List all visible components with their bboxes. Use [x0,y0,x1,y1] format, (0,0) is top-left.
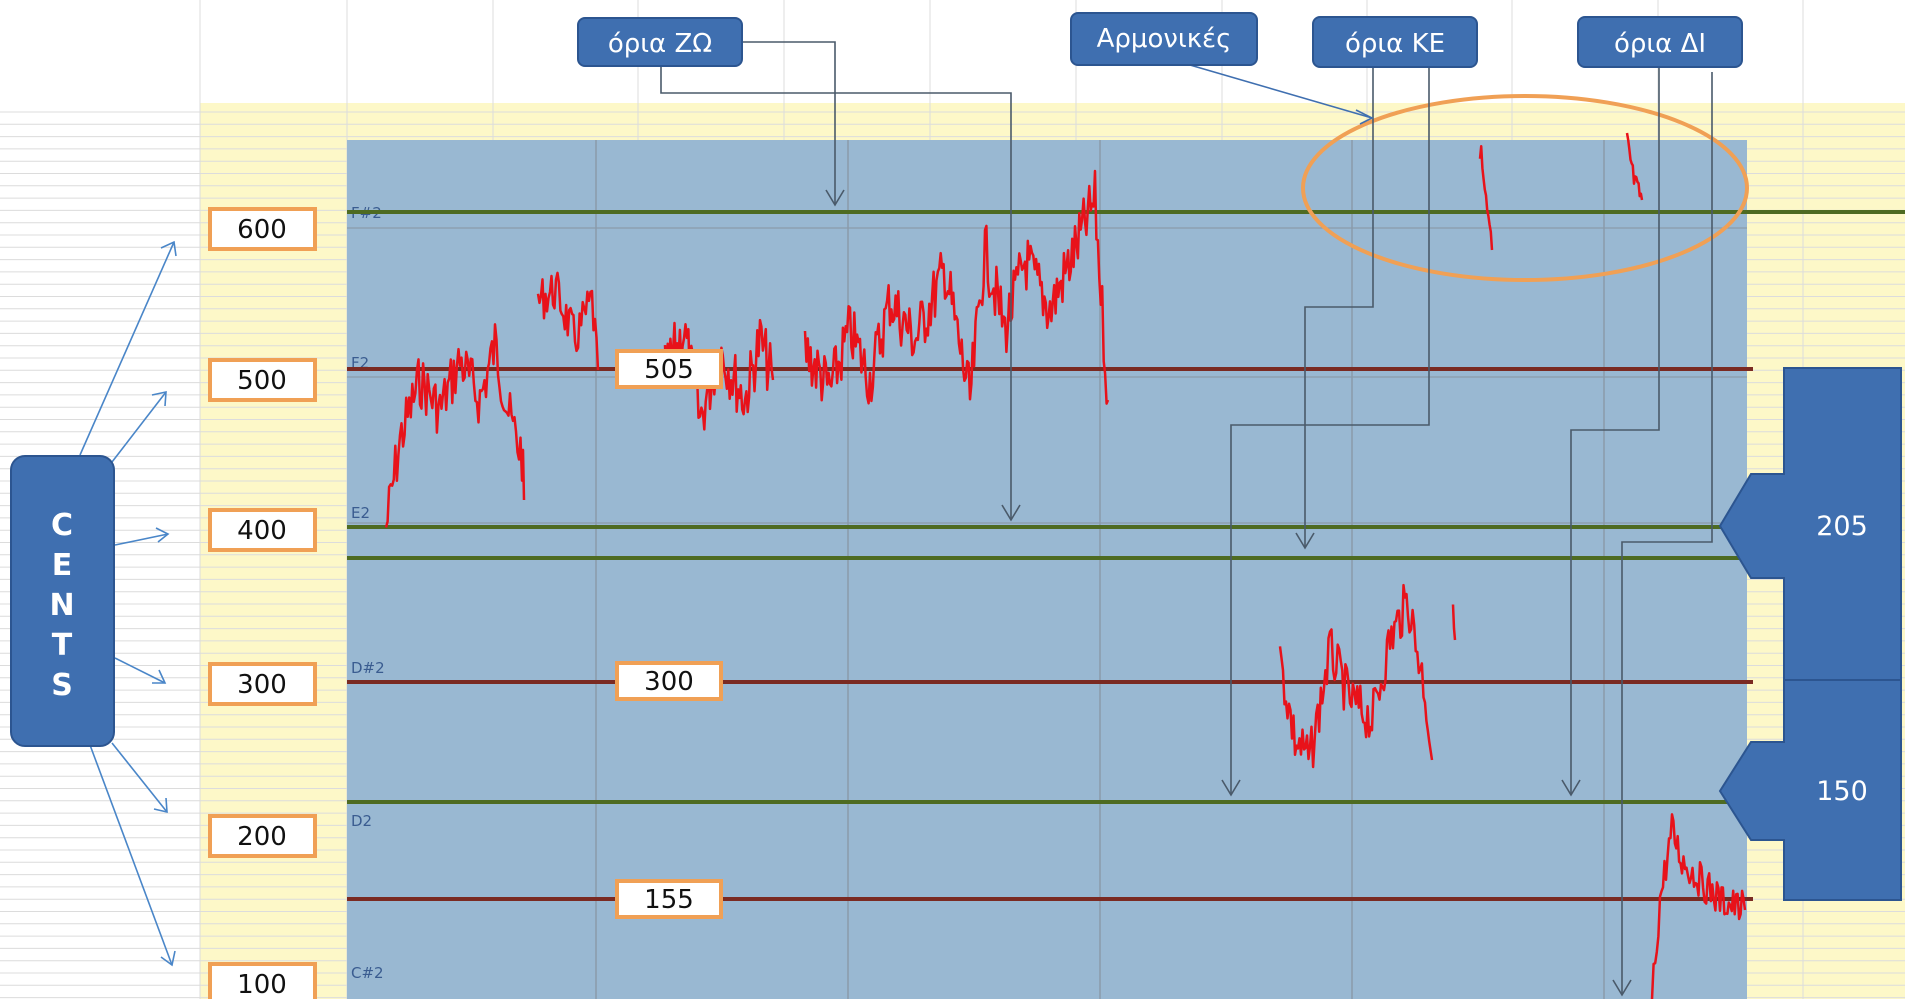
callout-di: όρια ΔΙ [1614,29,1706,59]
cent-label-200: 200 [237,822,287,852]
horizontal-lines [347,210,1905,901]
callout-boxes: όρια ΖΩ Αρμονικές όρια ΚΕ όρια ΔΙ [577,12,1743,68]
cents-letter-n: N [49,588,74,623]
callout-box-zo [577,17,743,67]
ke-connector-1 [1304,67,1374,548]
callout-box-ke [1312,16,1478,68]
cent-label-500: 500 [237,366,287,396]
pitch-trace-segment-1 [384,323,526,528]
cent-label-600: 600 [237,215,287,245]
ke-connector-2 [1230,67,1430,795]
cents-arrows [79,240,177,967]
pitch-trace-segment-7 [1478,144,1494,251]
pitch-trace-segment-9 [1650,813,1747,1000]
zo-connector-2 [660,67,1012,520]
cent-label-400: 400 [237,516,287,546]
interval-label-205: 205 [1816,511,1868,542]
interval-arrows: 205 150 [1718,367,1902,901]
harmonics-connector [1189,64,1373,119]
interval-arrow-205 [1718,367,1902,681]
interval-arrow-150 [1718,679,1902,901]
reference-label-155: 155 [644,885,694,915]
reference-label-300: 300 [644,667,694,697]
callout-zo: όρια ΖΩ [608,29,712,59]
cents-panel [10,455,115,747]
pitch-trace-segment-6 [1451,604,1457,641]
cents-panel-group: C E N T S [10,240,177,967]
note-label-d-sharp-2: D#2 [351,659,385,677]
reference-labels: 505 300 155 [615,349,723,919]
cent-label-300: 300 [237,670,287,700]
interval-label-150: 150 [1816,776,1868,807]
callout-harmonics: Αρμονικές [1097,24,1232,54]
pitch-trace-segment-5 [1278,583,1434,769]
pitch-trace-segment-8 [1625,132,1644,201]
cent-label-100: 100 [237,970,287,999]
di-connector-1 [1570,67,1660,795]
pitch-plot-area [347,140,1747,999]
callout-connectors [660,41,1713,995]
callout-arrowheads [825,109,1632,997]
callout-ke: όρια ΚΕ [1345,29,1445,59]
cents-letter-t: T [52,628,73,663]
note-label-e-2: E2 [351,504,370,522]
callout-box-harmonics [1070,12,1258,66]
pitch-trace-segment-4 [803,169,1110,405]
zo-connector-1 [742,41,836,205]
callout-box-di [1577,16,1743,68]
reference-label-505: 505 [644,355,694,385]
cents-letter-s: S [51,668,73,703]
cents-letter-e: E [52,548,73,583]
note-label-d-2: D2 [351,812,372,830]
pitch-trace-segment-2 [536,271,600,371]
note-label-c-sharp-2: C#2 [351,964,384,982]
cents-letter-c: C [51,508,73,543]
cent-scale-labels: 600 500 400 300 200 100 [208,207,317,1004]
harmonics-ellipse [1301,94,1749,282]
di-connector-2 [1621,72,1713,995]
